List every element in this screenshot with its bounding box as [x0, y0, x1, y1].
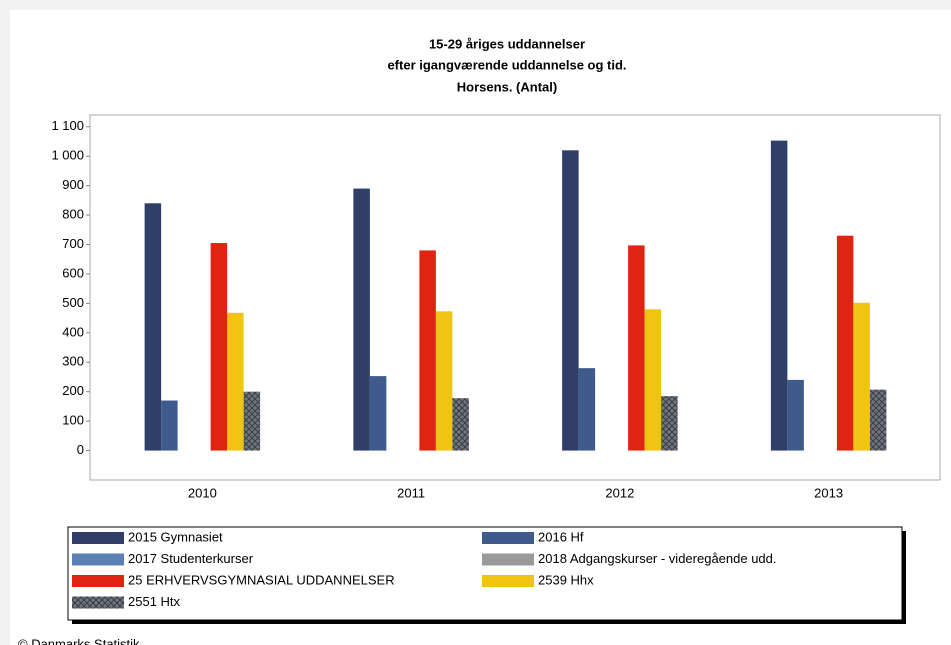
- legend-swatch: [482, 553, 534, 566]
- bar: [644, 309, 662, 451]
- bar: [435, 311, 453, 451]
- y-tick-label: 1 100: [51, 118, 84, 133]
- y-tick-label: 300: [62, 354, 84, 369]
- bar: [628, 245, 645, 451]
- bar: [227, 312, 244, 451]
- y-tick-label: 900: [62, 177, 84, 192]
- bar: [836, 235, 854, 451]
- bar: [853, 302, 870, 451]
- bar: [210, 243, 228, 451]
- bar: [578, 368, 596, 451]
- bar: [661, 396, 678, 451]
- legend-label: 25 ERHVERVSGYMNASIAL UDDANNELSER: [128, 572, 395, 587]
- x-tick-label: 2010: [188, 485, 217, 500]
- legend-label: 2018 Adgangskurser - videregående udd.: [538, 551, 777, 566]
- legend-label: 2551 Htx: [128, 594, 181, 609]
- bar: [243, 391, 261, 451]
- bar: [562, 150, 579, 451]
- legend-label: 2539 Hhx: [538, 572, 594, 587]
- x-tick-label: 2012: [605, 485, 634, 500]
- legend-swatch: [72, 596, 124, 609]
- x-tick-label: 2011: [397, 485, 425, 500]
- legend-label: 2017 Studenterkurser: [128, 551, 254, 566]
- legend-label: 2015 Gymnasiet: [128, 529, 223, 544]
- bar: [161, 400, 178, 451]
- legend-swatch: [72, 575, 124, 587]
- chart-title: efter igangværende uddannelse og tid.: [387, 57, 626, 72]
- y-tick-label: 200: [62, 383, 84, 398]
- bar: [353, 188, 370, 451]
- bar: [369, 376, 387, 451]
- y-tick-label: 100: [62, 413, 84, 428]
- chart-title: 15-29 åriges uddannelser: [429, 36, 585, 51]
- y-tick-label: 600: [62, 265, 84, 280]
- chart-title: Horsens. (Antal): [457, 79, 557, 94]
- source: © Danmarks Statistik: [18, 636, 140, 645]
- bar: [787, 379, 804, 451]
- y-tick-label: 1 000: [51, 148, 84, 163]
- y-tick-label: 800: [62, 207, 84, 222]
- x-tick-label: 2013: [814, 485, 843, 500]
- y-tick-label: 500: [62, 295, 84, 310]
- legend-label: 2016 Hf: [538, 529, 584, 544]
- legend-swatch: [482, 575, 534, 587]
- y-tick-label: 0: [77, 442, 84, 457]
- y-tick-label: 700: [62, 236, 84, 251]
- bar: [419, 250, 436, 451]
- legend-swatch: [482, 532, 534, 544]
- legend-swatch: [72, 532, 124, 544]
- legend-swatch: [72, 553, 124, 566]
- bar: [869, 389, 887, 451]
- bar: [770, 140, 788, 451]
- bar: [144, 203, 162, 451]
- y-tick-label: 400: [62, 324, 84, 339]
- bar: [452, 398, 469, 451]
